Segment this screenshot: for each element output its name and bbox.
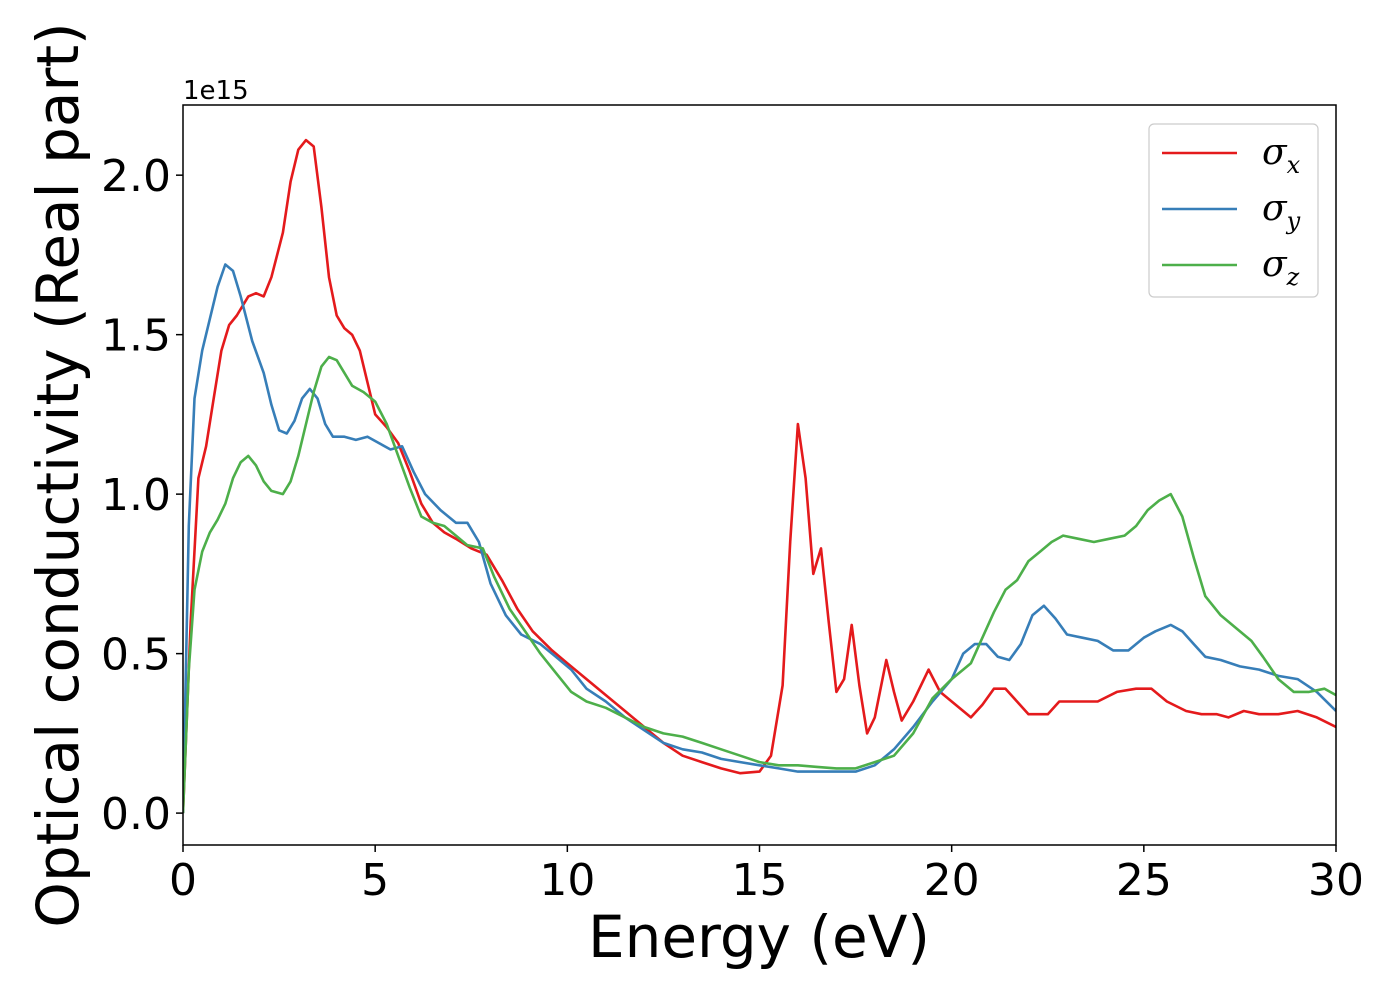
legend-label-y: σy (1262, 188, 1301, 235)
x-axis-ticks: 0 5 10 15 20 25 30 (169, 845, 1364, 906)
y-offset-text: 1e15 (183, 76, 249, 106)
x-tick-label: 10 (539, 855, 595, 906)
x-tick-label: 30 (1308, 855, 1364, 906)
y-tick-label: 0.5 (101, 630, 171, 681)
x-tick-label: 5 (361, 855, 389, 906)
series-line-z (183, 355, 1336, 814)
y-axis-ticks: 0.0 0.5 1.0 1.5 2.0 (101, 151, 183, 840)
x-axis-label: Energy (eV) (588, 903, 930, 971)
x-tick-label: 15 (732, 855, 788, 906)
y-tick-label: 1.0 (101, 470, 171, 521)
x-tick-label: 25 (1116, 855, 1172, 906)
series-line-y (183, 263, 1336, 814)
legend-box (1148, 123, 1319, 298)
y-tick-label: 1.5 (101, 311, 171, 362)
y-tick-label: 0.0 (101, 789, 171, 840)
legend-label-x: σx (1262, 132, 1301, 179)
x-tick-label: 20 (924, 855, 980, 906)
y-tick-label: 2.0 (101, 151, 171, 202)
y-axis-label: Optical conductivity (Real part) (24, 22, 92, 927)
series-layer (183, 138, 1336, 814)
series-line-x (183, 138, 1336, 814)
x-tick-label: 0 (169, 855, 197, 906)
